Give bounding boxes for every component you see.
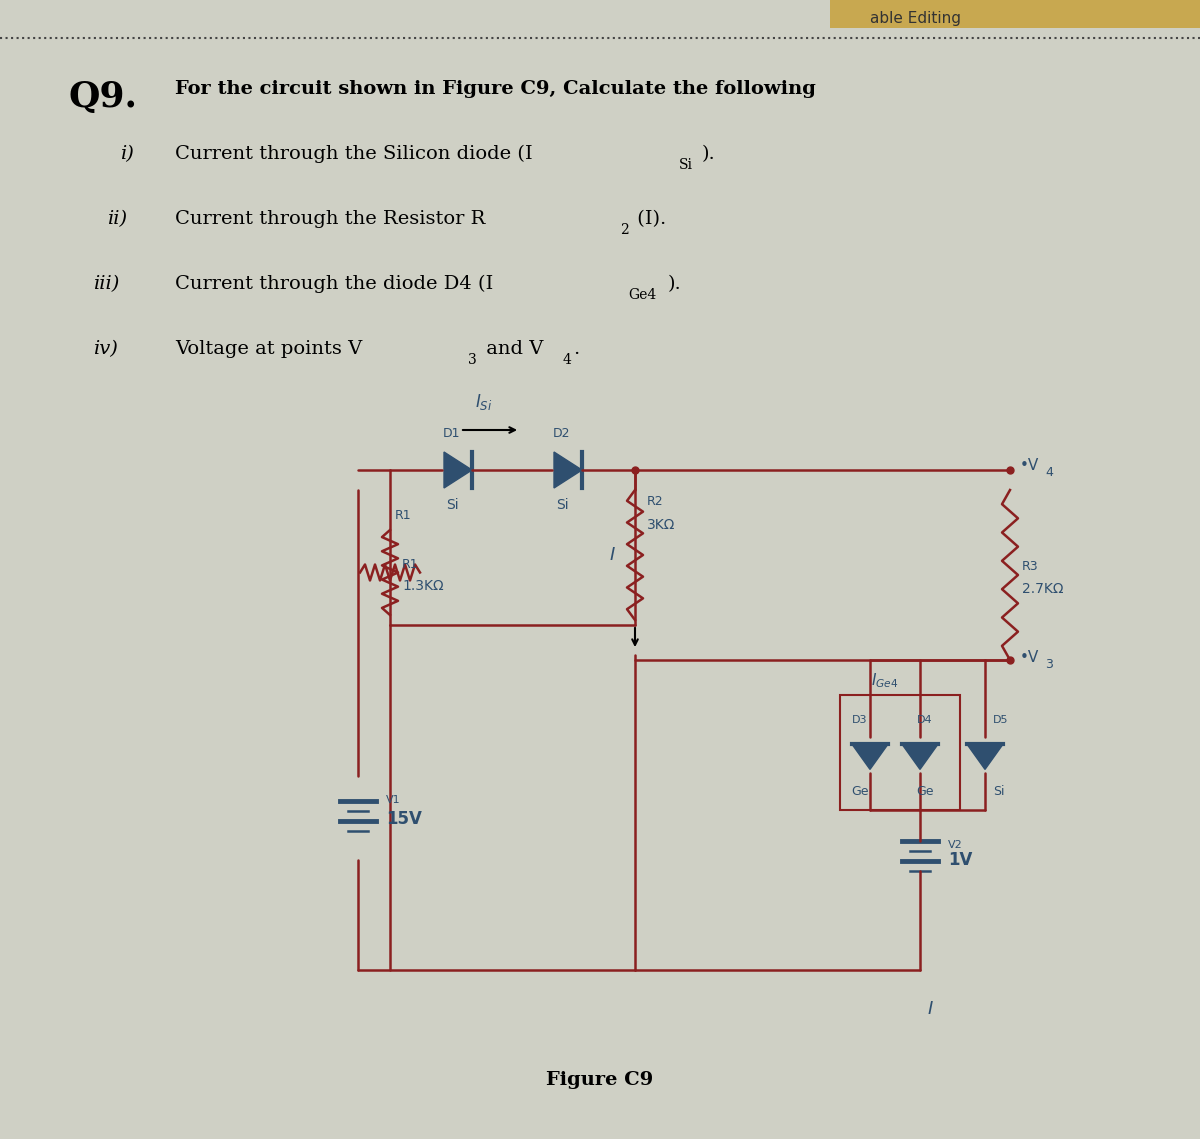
Polygon shape: [554, 452, 582, 487]
Text: V2: V2: [948, 839, 962, 850]
Text: and V: and V: [480, 341, 544, 358]
Text: R3: R3: [1022, 560, 1039, 574]
Text: 1.3KΩ: 1.3KΩ: [402, 580, 444, 593]
Text: $\mathit{I_{Si}}$: $\mathit{I_{Si}}$: [475, 392, 493, 412]
Text: R2: R2: [647, 495, 664, 508]
Text: 15V: 15V: [386, 810, 422, 828]
Text: D2: D2: [553, 427, 571, 440]
Text: D5: D5: [994, 715, 1008, 726]
Text: R1: R1: [402, 558, 419, 571]
Text: ).: ).: [668, 274, 682, 293]
Bar: [830, 0, 1200, 28]
Text: (I).: (I).: [631, 210, 666, 228]
Text: iv): iv): [94, 341, 118, 358]
Text: Si: Si: [679, 158, 694, 172]
Text: 1V: 1V: [948, 851, 972, 869]
Bar: [840, 695, 960, 810]
Text: 4: 4: [563, 353, 572, 367]
Polygon shape: [852, 744, 888, 770]
Text: •V: •V: [1020, 650, 1039, 665]
Text: i): i): [120, 145, 134, 163]
Text: ).: ).: [702, 145, 715, 163]
Text: iii): iii): [94, 274, 119, 293]
Text: $I_{Ge4}$: $I_{Ge4}$: [871, 671, 899, 690]
Text: V1: V1: [386, 795, 401, 805]
Text: Ge: Ge: [917, 785, 934, 798]
Text: D4: D4: [917, 715, 932, 726]
Text: Ge4: Ge4: [628, 288, 656, 302]
Text: I: I: [610, 546, 616, 564]
Text: Si: Si: [994, 785, 1004, 798]
Text: Current through the diode D4 (I: Current through the diode D4 (I: [175, 274, 493, 293]
Text: able Editing: able Editing: [870, 10, 961, 25]
Text: For the circuit shown in Figure C9, Calculate the following: For the circuit shown in Figure C9, Calc…: [175, 80, 816, 98]
Text: Current through the Resistor R: Current through the Resistor R: [175, 210, 485, 228]
Text: I: I: [928, 1000, 932, 1018]
Text: Ge: Ge: [851, 785, 869, 798]
Text: D3: D3: [852, 715, 868, 726]
Polygon shape: [902, 744, 938, 770]
Text: Si: Si: [556, 498, 569, 513]
Text: Q9.: Q9.: [68, 80, 137, 114]
Text: 2: 2: [620, 223, 629, 237]
Text: .: .: [574, 341, 580, 358]
Text: 4: 4: [1045, 466, 1052, 478]
Polygon shape: [444, 452, 472, 487]
Text: Current through the Silicon diode (I: Current through the Silicon diode (I: [175, 145, 533, 163]
Text: Voltage at points V: Voltage at points V: [175, 341, 362, 358]
Text: 3: 3: [468, 353, 476, 367]
Polygon shape: [967, 744, 1003, 770]
Text: 3: 3: [1045, 658, 1052, 672]
Text: ii): ii): [107, 210, 127, 228]
Text: Figure C9: Figure C9: [546, 1071, 654, 1089]
Text: •V: •V: [1020, 458, 1039, 473]
Text: 3KΩ: 3KΩ: [647, 518, 676, 532]
Text: D1: D1: [443, 427, 461, 440]
Text: R1: R1: [395, 509, 412, 522]
Text: 2.7KΩ: 2.7KΩ: [1022, 582, 1063, 596]
Text: Si: Si: [445, 498, 458, 513]
